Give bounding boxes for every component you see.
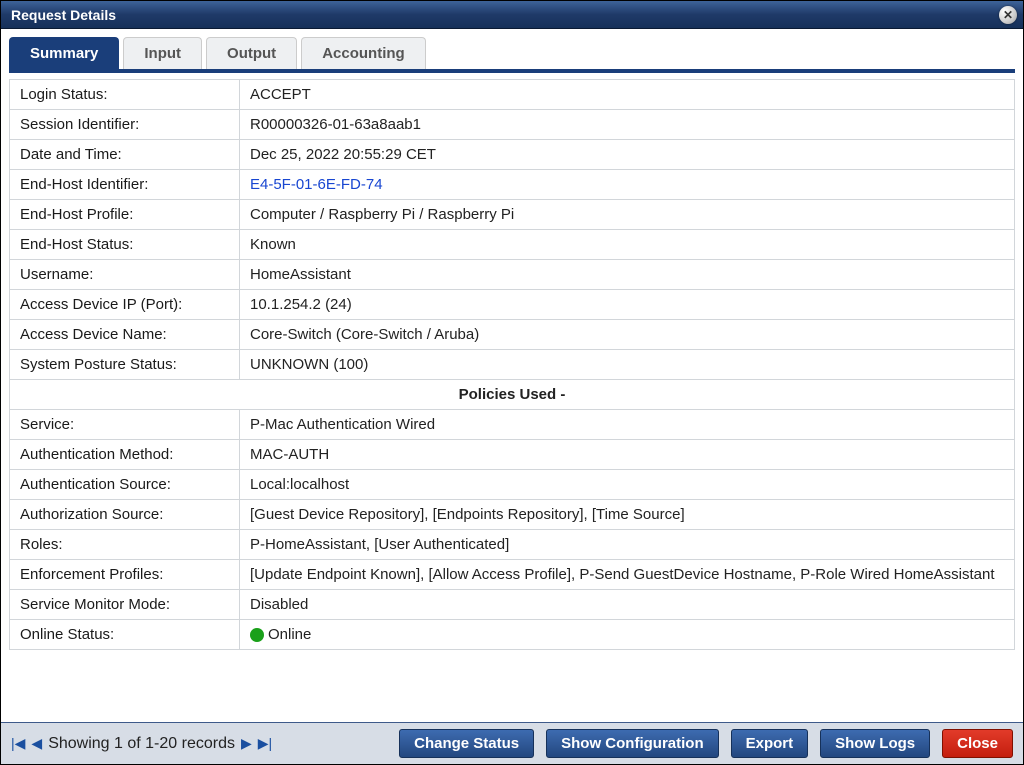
pager-last-icon[interactable]: ▶|: [258, 735, 272, 752]
row-value: P-HomeAssistant, [User Authenticated]: [240, 530, 1015, 560]
table-row: Authentication Method: MAC-AUTH: [10, 440, 1015, 470]
show-logs-button[interactable]: Show Logs: [820, 729, 930, 758]
pager-text: Showing 1 of 1-20 records: [48, 735, 235, 753]
titlebar: Request Details ✕: [1, 1, 1023, 29]
pager: |◀ ◀ Showing 1 of 1-20 records ▶ ▶|: [11, 735, 387, 753]
close-icon[interactable]: ✕: [999, 6, 1017, 24]
pager-first-icon[interactable]: |◀: [11, 735, 25, 752]
scroll-area[interactable]: Login Status: ACCEPT Session Identifier: R0…: [9, 73, 1015, 722]
table-row: Service Monitor Mode: Disabled: [10, 590, 1015, 620]
table-row: End-Host Identifier: E4-5F-01-6E-FD-74: [10, 170, 1015, 200]
row-label: Service:: [10, 410, 240, 440]
table-row: Online Status: Online: [10, 620, 1015, 650]
row-value: ACCEPT: [240, 80, 1015, 110]
pager-next-icon[interactable]: ▶: [241, 735, 252, 752]
value-text: UNKNOWN (100): [250, 356, 368, 373]
table-row: Session Identifier: R00000326-01-63a8aab1: [10, 110, 1015, 140]
row-label: Login Status:: [10, 80, 240, 110]
value-text: [Guest Device Repository], [Endpoints Re…: [250, 506, 685, 523]
table-row: End-Host Status: Known: [10, 230, 1015, 260]
value-text: Disabled: [250, 596, 308, 613]
table-row: Login Status: ACCEPT: [10, 80, 1015, 110]
table-row: Enforcement Profiles: [Update Endpoint Kn…: [10, 560, 1015, 590]
value-text: R00000326-01-63a8aab1: [250, 116, 421, 133]
table-row: Date and Time: Dec 25, 2022 20:55:29 CET: [10, 140, 1015, 170]
details-table: Login Status: ACCEPT Session Identifier: R0…: [9, 79, 1015, 650]
export-button[interactable]: Export: [731, 729, 809, 758]
row-label: End-Host Status:: [10, 230, 240, 260]
row-value: Local:localhost: [240, 470, 1015, 500]
value-text: [Update Endpoint Known], [Allow Access P…: [250, 566, 995, 583]
endhost-link[interactable]: E4-5F-01-6E-FD-74: [250, 176, 383, 193]
row-value: HomeAssistant: [240, 260, 1015, 290]
table-row: Authorization Source: [Guest Device Repos…: [10, 500, 1015, 530]
value-text: Local:localhost: [250, 476, 349, 493]
row-value: 10.1.254.2 (24): [240, 290, 1015, 320]
value-text: P-Mac Authentication Wired: [250, 416, 435, 433]
row-value: E4-5F-01-6E-FD-74: [240, 170, 1015, 200]
value-text: Computer / Raspberry Pi / Raspberry Pi: [250, 206, 514, 223]
table-row: Roles: P-HomeAssistant, [User Authenticat…: [10, 530, 1015, 560]
row-label: Roles:: [10, 530, 240, 560]
row-value: Known: [240, 230, 1015, 260]
value-text: MAC-AUTH: [250, 446, 329, 463]
pager-prev-icon[interactable]: ◀: [31, 735, 42, 752]
section-header: Policies Used -: [10, 380, 1015, 410]
tab-accounting[interactable]: Accounting: [301, 37, 426, 69]
row-value: Core-Switch (Core-Switch / Aruba): [240, 320, 1015, 350]
table-row: Access Device IP (Port): 10.1.254.2 (24): [10, 290, 1015, 320]
row-value: R00000326-01-63a8aab1: [240, 110, 1015, 140]
row-value: Dec 25, 2022 20:55:29 CET: [240, 140, 1015, 170]
request-details-window: Request Details ✕ SummaryInputOutputAcco…: [0, 0, 1024, 765]
value-text: Known: [250, 236, 296, 253]
table-row: Username: HomeAssistant: [10, 260, 1015, 290]
tab-summary[interactable]: Summary: [9, 37, 119, 69]
row-label: Authentication Source:: [10, 470, 240, 500]
change-status-button[interactable]: Change Status: [399, 729, 534, 758]
close-button[interactable]: Close: [942, 729, 1013, 758]
row-value: P-Mac Authentication Wired: [240, 410, 1015, 440]
tab-row: SummaryInputOutputAccounting: [9, 37, 1015, 73]
value-text: HomeAssistant: [250, 266, 351, 283]
row-value: UNKNOWN (100): [240, 350, 1015, 380]
row-value: Online: [240, 620, 1015, 650]
value-text: Online: [268, 626, 311, 643]
content-area: SummaryInputOutputAccounting Login Statu…: [1, 29, 1023, 722]
tab-output[interactable]: Output: [206, 37, 297, 69]
row-value: [Guest Device Repository], [Endpoints Re…: [240, 500, 1015, 530]
row-value: [Update Endpoint Known], [Allow Access P…: [240, 560, 1015, 590]
window-title: Request Details: [11, 7, 116, 23]
table-row: End-Host Profile: Computer / Raspberry Pi…: [10, 200, 1015, 230]
row-value: MAC-AUTH: [240, 440, 1015, 470]
value-text: Core-Switch (Core-Switch / Aruba): [250, 326, 479, 343]
value-text: ACCEPT: [250, 86, 311, 103]
row-label: Date and Time:: [10, 140, 240, 170]
footer-bar: |◀ ◀ Showing 1 of 1-20 records ▶ ▶| Chan…: [1, 722, 1023, 764]
section-title: Policies Used -: [10, 380, 1015, 410]
row-label: Session Identifier:: [10, 110, 240, 140]
row-label: Authorization Source:: [10, 500, 240, 530]
value-text: Dec 25, 2022 20:55:29 CET: [250, 146, 436, 163]
row-label: Service Monitor Mode:: [10, 590, 240, 620]
value-text: 10.1.254.2 (24): [250, 296, 352, 313]
row-label: Authentication Method:: [10, 440, 240, 470]
row-value: Disabled: [240, 590, 1015, 620]
row-label: End-Host Identifier:: [10, 170, 240, 200]
row-value: Computer / Raspberry Pi / Raspberry Pi: [240, 200, 1015, 230]
table-row: Authentication Source: Local:localhost: [10, 470, 1015, 500]
value-text: P-HomeAssistant, [User Authenticated]: [250, 536, 509, 553]
table-row: Access Device Name: Core-Switch (Core-Swi…: [10, 320, 1015, 350]
row-label: Username:: [10, 260, 240, 290]
tab-input[interactable]: Input: [123, 37, 202, 69]
row-label: Access Device Name:: [10, 320, 240, 350]
status-dot-icon: [250, 628, 264, 642]
table-row: System Posture Status: UNKNOWN (100): [10, 350, 1015, 380]
row-label: Enforcement Profiles:: [10, 560, 240, 590]
table-row: Service: P-Mac Authentication Wired: [10, 410, 1015, 440]
show-configuration-button[interactable]: Show Configuration: [546, 729, 718, 758]
row-label: Online Status:: [10, 620, 240, 650]
row-label: System Posture Status:: [10, 350, 240, 380]
row-label: Access Device IP (Port):: [10, 290, 240, 320]
row-label: End-Host Profile:: [10, 200, 240, 230]
